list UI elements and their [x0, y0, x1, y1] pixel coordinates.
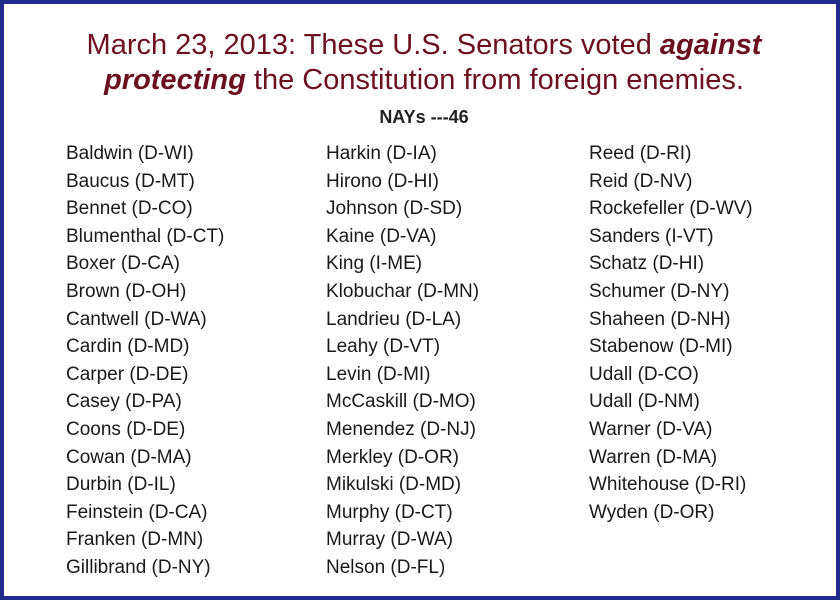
- senator-name: Baucus (D-MT): [66, 170, 195, 192]
- headline-emphasis-against: against: [659, 29, 762, 61]
- senator-name: Casey (D-PA): [66, 391, 182, 413]
- senator-name: Cardin (D-MD): [66, 336, 190, 358]
- senator-name: Whitehouse (D-RI): [589, 474, 747, 496]
- senator-name: Udall (D-CO): [589, 363, 699, 385]
- senator-name: King (I-ME): [326, 253, 423, 275]
- senator-name: Murphy (D-CT): [326, 501, 453, 523]
- headline-line-1: March 23, 2013: These U.S. Senators vote…: [4, 28, 840, 63]
- senator-name: Merkley (D-OR): [326, 446, 459, 468]
- senator-name: Feinstein (D-CA): [66, 501, 208, 523]
- senator-name: Rockefeller (D-WV): [589, 198, 753, 220]
- senator-column-2: Harkin (D-IA) Hirono (D-HI) Johnson (D-S…: [326, 140, 479, 582]
- senator-name: Shaheen (D-NH): [589, 308, 731, 330]
- nays-heading: NAYs ---46: [379, 107, 469, 127]
- senator-name: Menendez (D-NJ): [326, 418, 476, 440]
- senator-name: Landrieu (D-LA): [326, 308, 462, 330]
- headline-text-rest: the Constitution from foreign enemies.: [245, 64, 744, 96]
- headline: March 23, 2013: These U.S. Senators vote…: [4, 28, 840, 98]
- senator-name: Durbin (D-IL): [66, 474, 176, 496]
- senator-name: McCaskill (D-MO): [326, 391, 476, 413]
- senator-name: Kaine (D-VA): [326, 225, 437, 247]
- senator-name: Leahy (D-VT): [326, 336, 441, 358]
- senator-name: Bennet (D-CO): [66, 198, 193, 220]
- senator-name: Carper (D-DE): [66, 363, 189, 385]
- senator-name: Hirono (D-HI): [326, 170, 439, 192]
- senator-column-3: Reed (D-RI) Reid (D-NV) Rockefeller (D-W…: [589, 140, 753, 526]
- senator-name: Cantwell (D-WA): [66, 308, 207, 330]
- headline-text: March 23, 2013: These U.S. Senators vote…: [86, 29, 660, 61]
- senator-name: Harkin (D-IA): [326, 143, 437, 164]
- senator-name: Reid (D-NV): [589, 170, 693, 192]
- senator-name: Schatz (D-HI): [589, 253, 705, 275]
- senator-name: Levin (D-MI): [326, 363, 431, 385]
- senator-name: Johnson (D-SD): [326, 198, 463, 220]
- senator-name: Reed (D-RI): [589, 143, 692, 164]
- senator-name: Mikulski (D-MD): [326, 474, 462, 496]
- senator-name: Warren (D-MA): [589, 446, 718, 468]
- senator-name: Sanders (I-VT): [589, 225, 714, 247]
- senator-column-1: Baldwin (D-WI) Baucus (D-MT) Bennet (D-C…: [66, 140, 224, 582]
- senator-name: Blumenthal (D-CT): [66, 225, 225, 247]
- senator-name: Stabenow (D-MI): [589, 336, 733, 358]
- senator-name: Baldwin (D-WI): [66, 143, 194, 164]
- senator-name: Murray (D-WA): [326, 529, 453, 551]
- senator-name: Cowan (D-MA): [66, 446, 192, 468]
- senator-name: Warner (D-VA): [589, 418, 713, 440]
- senator-name: Udall (D-NM): [589, 391, 700, 413]
- senator-name: Franken (D-MN): [66, 529, 204, 551]
- senator-name: Boxer (D-CA): [66, 253, 181, 275]
- headline-line-2: protecting the Constitution from foreign…: [4, 63, 840, 98]
- senator-name: Gillibrand (D-NY): [66, 556, 211, 578]
- senator-name: Klobuchar (D-MN): [326, 280, 480, 302]
- headline-emphasis-protecting: protecting: [104, 64, 246, 96]
- senator-name: Wyden (D-OR): [589, 501, 715, 523]
- senator-name: Brown (D-OH): [66, 280, 187, 302]
- senator-name: Coons (D-DE): [66, 418, 186, 440]
- senator-name: Schumer (D-NY): [589, 280, 730, 302]
- senator-name: Nelson (D-FL): [326, 556, 446, 578]
